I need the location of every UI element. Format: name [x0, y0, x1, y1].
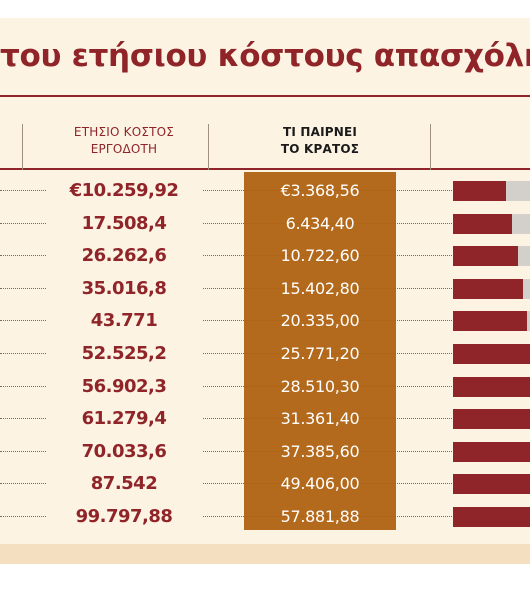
share-bar [453, 474, 530, 495]
cost-cell: 70.033,6 [46, 434, 202, 468]
row-leader-line [0, 450, 530, 452]
cost-cell: 26.262,6 [46, 239, 202, 273]
cost-cell: 35.016,8 [46, 271, 202, 305]
cost-cell: 56.902,3 [46, 369, 202, 403]
cost-cell: 43.771 [46, 304, 202, 338]
share-bar [453, 246, 518, 267]
header-cost: ΕΤΗΣΙΟ ΚΟΣΤΟΣ ΕΡΓΟΔΟΤΗ [46, 124, 202, 158]
row-leader-line [0, 287, 530, 289]
header-state-line: ΤΟ ΚΡΑΤΟΣ [280, 142, 360, 156]
header-cost-line: ΕΤΗΣΙΟ ΚΟΣΤΟΣ [73, 125, 175, 139]
header-state: ΤΙ ΠΑΙΡΝΕΙ ΤΟ ΚΡΑΤΟΣ [244, 124, 396, 158]
header-cost-line: ΕΡΓΟΔΟΤΗ [90, 142, 158, 156]
share-bar [453, 441, 530, 462]
table-row: 26.262,6 10.722,60 [0, 239, 530, 273]
cost-cell: 17.508,4 [46, 206, 202, 240]
row-leader-line [0, 255, 530, 257]
table-row: 87.542 49.406,00 [0, 467, 530, 501]
table-row: 70.033,6 37.385,60 [0, 434, 530, 468]
table-row: 52.525,2 25.771,20 [0, 337, 530, 370]
cost-cell: 61.279,4 [46, 402, 202, 436]
header-state-line: ΤΙ ΠΑΙΡΝΕΙ [282, 125, 358, 139]
table-row: €10.259,92 €3.368,56 [0, 174, 530, 207]
cost-cell: 52.525,2 [46, 337, 202, 370]
state-cell: 10.722,60 [280, 246, 360, 266]
state-cell: 31.361,40 [280, 409, 360, 429]
bottom-band [0, 544, 530, 564]
row-leader-line [0, 516, 530, 517]
row-leader-line [0, 353, 530, 354]
share-bar [453, 311, 527, 332]
title-rule [0, 95, 530, 97]
cost-cell: 87.542 [46, 467, 202, 501]
table-row: 56.902,3 28.510,30 [0, 369, 530, 403]
state-column-background [244, 172, 396, 530]
column-divider [430, 124, 431, 170]
table-row: 17.508,4 6.434,40 [0, 206, 530, 240]
state-cell: €3.368,56 [280, 181, 360, 200]
row-leader-line [0, 320, 530, 322]
header-rule [0, 168, 530, 170]
share-bar [453, 344, 530, 364]
state-cell: 49.406,00 [280, 474, 360, 494]
cost-cell: 99.797,88 [46, 500, 202, 533]
column-divider [208, 124, 209, 170]
state-cell: 25.771,20 [280, 344, 360, 363]
row-leader-line [0, 483, 530, 485]
column-divider [22, 124, 23, 170]
share-bar [453, 278, 523, 299]
row-leader-line [0, 418, 530, 420]
share-bar [453, 409, 530, 430]
share-bar [453, 507, 530, 527]
table-row: 35.016,8 15.402,80 [0, 271, 530, 305]
share-bar [453, 181, 506, 201]
table-row: 43.771 20.335,00 [0, 304, 530, 338]
cost-cell: €10.259,92 [46, 174, 202, 207]
share-bar [453, 376, 530, 397]
table-row: 61.279,4 31.361,40 [0, 402, 530, 436]
state-cell: 15.402,80 [280, 278, 360, 298]
share-bar [453, 213, 512, 234]
chart-title: του ετήσιου κόστους απασχόλησ [0, 38, 530, 74]
state-cell: 57.881,88 [280, 507, 360, 526]
state-cell: 28.510,30 [280, 376, 360, 396]
state-cell: 20.335,00 [280, 311, 360, 331]
row-leader-line [0, 385, 530, 387]
state-cell: 6.434,40 [285, 213, 355, 233]
row-leader-line [0, 222, 530, 224]
table-row: 99.797,88 57.881,88 [0, 500, 530, 533]
row-leader-line [0, 190, 530, 191]
state-cell: 37.385,60 [280, 441, 360, 461]
